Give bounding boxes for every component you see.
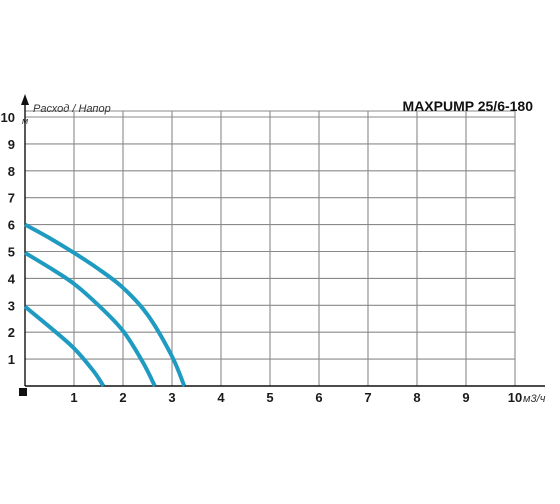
series-layer <box>23 222 187 388</box>
x-tick-label: 2 <box>119 390 126 405</box>
origin-marker <box>19 388 27 396</box>
x-tick-label: 9 <box>462 390 469 405</box>
y-tick-label: 4 <box>8 271 16 286</box>
y-axis-unit: м <box>22 116 28 126</box>
y-tick-label: 7 <box>8 191 15 206</box>
grid <box>25 110 516 386</box>
y-tick-label: 1 <box>8 352 15 367</box>
legend-label: Расход / Напор <box>33 103 111 115</box>
x-tick-label: 3 <box>168 390 175 405</box>
x-tick-label: 4 <box>217 390 225 405</box>
y-tick-label: 5 <box>8 245 15 260</box>
y-tick-label: 2 <box>8 325 15 340</box>
x-tick-label: 7 <box>364 390 371 405</box>
axes <box>19 94 545 396</box>
y-tick-label: 9 <box>8 137 15 152</box>
x-tick-label: 1 <box>70 390 77 405</box>
tick-labels: 1 2 3 4 5 6 7 8 9 10 1 2 3 4 5 6 7 8 9 10 <box>1 110 523 405</box>
series-line-3 <box>24 222 187 387</box>
series-line-2 <box>23 251 157 387</box>
y-axis-arrow <box>21 94 29 105</box>
x-tick-label: 10 <box>508 390 522 405</box>
x-tick-label: 5 <box>266 390 273 405</box>
x-axis-unit: м3/ч <box>523 393 546 405</box>
x-tick-label: 6 <box>315 390 322 405</box>
y-tick-label: 10 <box>1 110 15 125</box>
x-tick-label: 8 <box>413 390 420 405</box>
y-tick-label: 3 <box>8 298 15 313</box>
y-tick-label: 6 <box>8 218 15 233</box>
y-tick-label: 8 <box>8 164 15 179</box>
series-line-1 <box>23 305 106 388</box>
chart-title: MAXPUMP 25/6-180 <box>403 98 534 114</box>
